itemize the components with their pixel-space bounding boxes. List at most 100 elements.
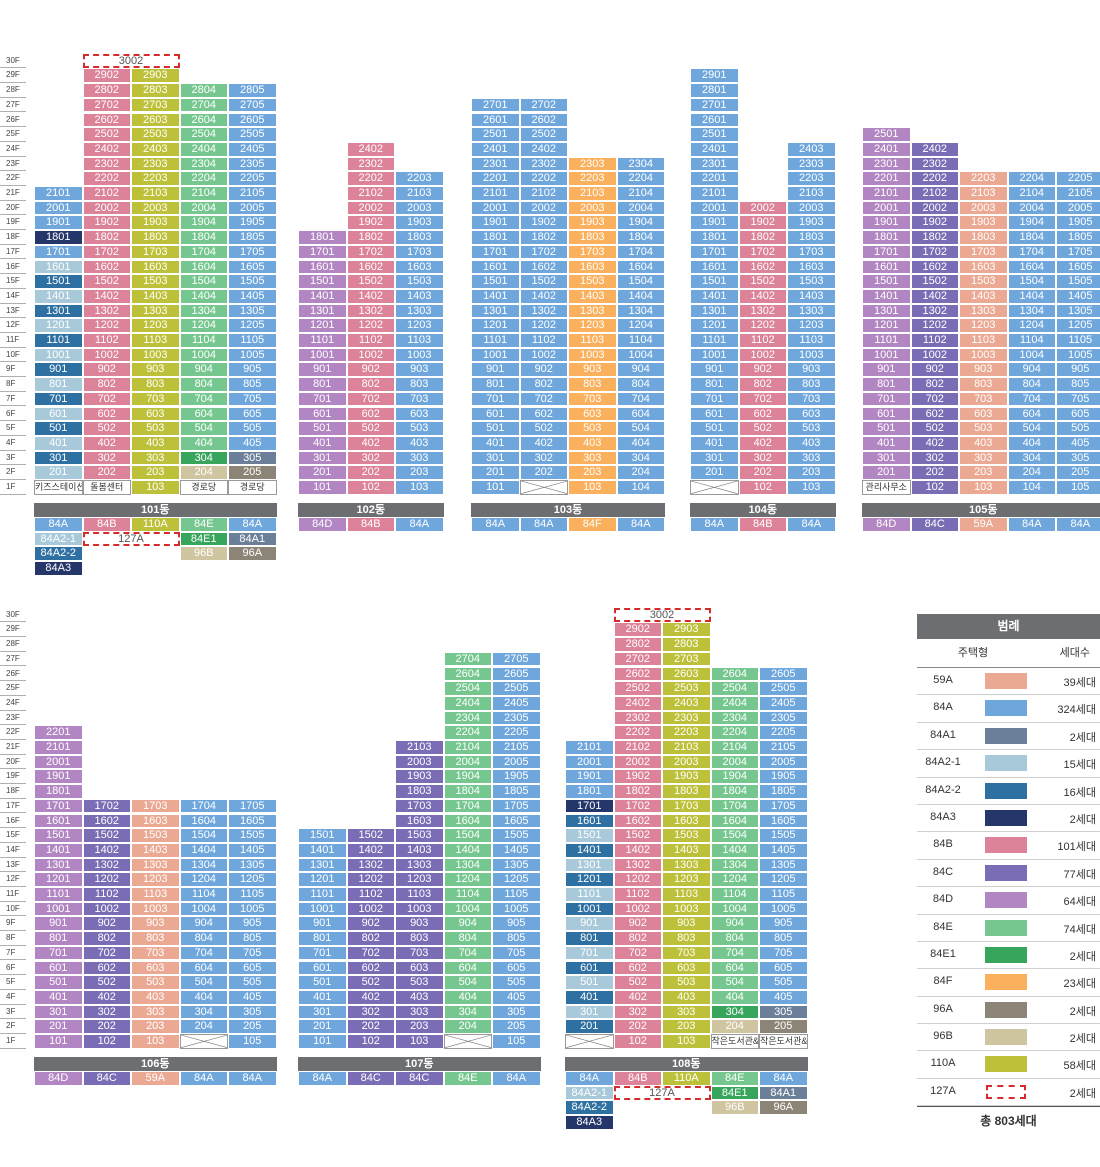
unit-cell: 2303 [568, 156, 617, 172]
unit-cell: 1102 [346, 333, 395, 348]
unit-cell: 1101 [862, 333, 911, 348]
unit-cell: 105 [492, 1034, 541, 1049]
unit-cell: 202 [738, 465, 787, 480]
unit-cell: 1203 [959, 318, 1008, 333]
penthouse-unit: 3002 [613, 607, 711, 623]
unit-cell: 705 [1056, 391, 1100, 407]
unit-cell: 103 [568, 480, 617, 495]
unit-cell: 1704 [1007, 244, 1056, 260]
unit-cell: 2005 [228, 200, 277, 216]
unit-cell: 801 [298, 931, 347, 946]
unit-cell: 503 [131, 975, 180, 990]
unit-cell: 1901 [565, 769, 614, 785]
unit-cell: 1502 [738, 274, 787, 289]
unit-cell: 1105 [228, 333, 277, 348]
unit-cell: 1803 [395, 230, 444, 245]
unit-cell: 1403 [959, 288, 1008, 304]
legend-count: 2세대 [1069, 1005, 1096, 1018]
unit-cell: 803 [131, 931, 180, 946]
unit-cell: 2102 [613, 740, 662, 755]
unit-cell: 1503 [131, 828, 180, 843]
legend-swatch [985, 673, 1027, 689]
unit-cell: 601 [862, 406, 911, 422]
unit-cell: 2104 [1007, 186, 1056, 201]
unit-cell: 2204 [1007, 171, 1056, 186]
unit-cell: 1901 [690, 215, 739, 231]
unit-cell: 102 [82, 1034, 131, 1049]
unit-cell: 502 [519, 421, 568, 436]
unit-cell: 1103 [959, 333, 1008, 348]
unit-cell: 601 [298, 960, 347, 976]
unit-cell: 2005 [1056, 200, 1100, 216]
type-cell: 84A [1056, 517, 1100, 532]
unit-cell: 1801 [298, 230, 347, 245]
unit-cell: 1703 [662, 798, 711, 814]
unit-cell: 1805 [759, 784, 808, 799]
type-cell: 84A1 [228, 531, 277, 547]
unit-cell: 901 [34, 362, 83, 378]
floor-label: 3F [0, 1005, 26, 1020]
unit-cell: 704 [616, 391, 665, 407]
unit-cell: 504 [179, 421, 228, 436]
unit-cell: 1902 [738, 215, 787, 231]
unit-cell: 2001 [565, 754, 614, 770]
type-cell: 84A [179, 1071, 228, 1086]
unit-cell: 1003 [787, 347, 836, 363]
unit-cell: 2205 [759, 725, 808, 740]
unit-cell: 101 [298, 1034, 347, 1049]
floor-label: 14F [0, 843, 26, 858]
unit-cell: 1901 [34, 215, 83, 231]
unit-cell: 2801 [690, 83, 739, 98]
unit-cell: 201 [298, 1019, 347, 1034]
unit-cell: 403 [131, 989, 180, 1005]
legend-count: 15세대 [1063, 759, 1096, 772]
unit-cell: 1002 [910, 347, 959, 363]
unit-cell: 1401 [862, 288, 911, 304]
unit-cell: 1004 [443, 901, 492, 917]
unit-cell: 1802 [346, 230, 395, 245]
unit-cell: 2204 [710, 725, 759, 740]
unit-cell: 201 [298, 465, 347, 480]
unit-cell: 602 [910, 406, 959, 422]
type-cell: 84A2-1 [34, 531, 83, 547]
unit-cell: 1501 [34, 828, 83, 843]
unit-cell: 1501 [565, 828, 614, 843]
type-cell: 84C [910, 517, 959, 532]
floor-label: 20F [0, 201, 26, 216]
legend-title: 범례 [917, 614, 1100, 639]
unit-cell: 2404 [443, 695, 492, 711]
unit-cell: 1203 [787, 318, 836, 333]
unit-cell: 405 [228, 435, 277, 451]
unit-cell: 2003 [395, 754, 444, 770]
unit-cell: 1101 [298, 887, 347, 902]
legend-count: 23세대 [1063, 978, 1096, 991]
unit-cell: 805 [492, 931, 541, 946]
unit-cell: 1402 [519, 288, 568, 304]
unit-cell: 1002 [82, 347, 131, 363]
legend-rows: 59A 39세대 84A 324세대 84A1 2세대 84A2-1 15세대 84A2-2 16… [917, 668, 1100, 1107]
floor-label: 18F [0, 784, 26, 799]
unit-cell: 401 [34, 989, 83, 1005]
unit-cell: 1402 [82, 288, 131, 304]
unit-cell: 2202 [613, 725, 662, 740]
unit-cell: 403 [959, 435, 1008, 451]
unit-cell: 302 [613, 1004, 662, 1020]
unit-cell: 2003 [662, 754, 711, 770]
legend-count: 324세대 [1057, 704, 1096, 717]
unit-cell: 2403 [662, 695, 711, 711]
unit-cell: 102 [910, 480, 959, 495]
unit-cell: 1601 [565, 813, 614, 829]
unit-cell: 703 [395, 391, 444, 407]
legend-swatch [985, 837, 1027, 854]
unit-cell: 304 [179, 1004, 228, 1020]
unit-cell: 703 [568, 391, 617, 407]
floor-label: 29F [0, 68, 26, 83]
floor-label: 17F [0, 245, 26, 260]
unit-cell: 1602 [738, 259, 787, 275]
unit-cell: 1903 [395, 215, 444, 231]
unit-cell: 1603 [131, 813, 180, 829]
unit-cell: 1403 [395, 288, 444, 304]
unit-cell: 2201 [471, 171, 520, 186]
unit-cell: 103 [787, 480, 836, 495]
building-name: 101동 [34, 503, 277, 517]
